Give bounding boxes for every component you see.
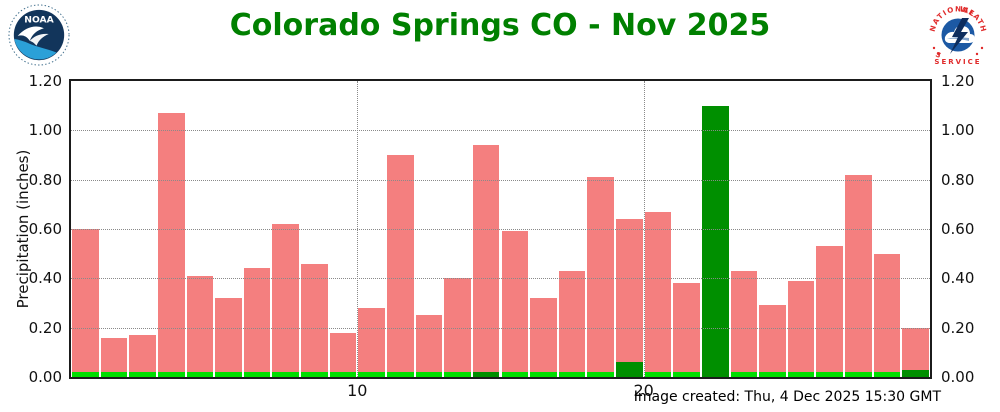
gridline-y-0.40 <box>71 278 930 280</box>
ytick-left-1.20: 1.20 <box>28 72 62 90</box>
salmon-bar-day-6 <box>215 298 242 377</box>
salmon-bar-day-9 <box>301 263 328 377</box>
salmon-bar-day-1 <box>72 229 99 377</box>
ytick-right-1.00: 1.00 <box>941 121 975 140</box>
ytick-right-0.00: 0.00 <box>941 368 975 386</box>
salmon-bar-day-8 <box>272 224 300 377</box>
ytick-right-1.20: 1.20 <box>941 72 975 90</box>
svg-text:S: S <box>934 51 943 61</box>
gridline-x-10 <box>357 81 359 377</box>
salmon-bar-day-19 <box>587 177 615 377</box>
bright_green-bar-day-2 <box>100 372 128 377</box>
bright_green-bar-day-28 <box>845 372 872 377</box>
bright_green-bar-day-17 <box>530 372 557 377</box>
nws-logo-icon: NATIONAL WEATHER S SERVICE <box>922 4 988 66</box>
bright_green-bar-day-10 <box>329 372 357 377</box>
salmon-bar-day-3 <box>129 335 156 377</box>
bright_green-bar-day-13 <box>415 372 443 377</box>
salmon-bar-day-7 <box>243 268 271 377</box>
salmon-bar-day-16 <box>501 231 529 377</box>
gridline-x-20 <box>643 81 645 377</box>
svg-text:SERVICE: SERVICE <box>934 58 981 66</box>
salmon-bar-day-25 <box>759 305 786 377</box>
salmon-bar-day-29 <box>873 253 901 377</box>
salmon-bar-day-20 <box>616 219 643 377</box>
bright_green-bar-day-8 <box>272 372 300 377</box>
ytick-left-0.60: 0.60 <box>28 220 62 238</box>
bright_green-bar-day-29 <box>873 372 901 377</box>
bright_green-bar-day-16 <box>501 372 529 377</box>
salmon-bar-day-15 <box>472 145 500 377</box>
bright_green-bar-day-4 <box>157 372 185 377</box>
salmon-bar-day-21 <box>644 211 672 377</box>
salmon-bar-day-10 <box>329 332 357 377</box>
ytick-left-0.40: 0.40 <box>28 269 62 288</box>
page-title: Colorado Springs CO - Nov 2025 <box>229 8 771 43</box>
salmon-bar-day-18 <box>558 270 586 377</box>
bright_green-bar-day-21 <box>644 372 672 377</box>
xtick-20: 20 <box>633 381 654 400</box>
bright_green-bar-day-24 <box>730 372 758 377</box>
noaa-logo-text: NOAA <box>24 14 54 25</box>
bright_green-bar-day-25 <box>759 372 786 377</box>
bright_green-bar-day-1 <box>72 372 99 377</box>
ytick-left-1.00: 1.00 <box>28 121 62 140</box>
salmon-bar-day-13 <box>415 315 443 377</box>
bright_green-bar-day-18 <box>558 372 586 377</box>
dark_green-bar-day-15 <box>472 372 500 377</box>
salmon-bar-day-4 <box>157 113 185 377</box>
bright_green-bar-day-9 <box>301 372 328 377</box>
dark_green-bar-day-30 <box>902 369 929 377</box>
bright_green-bar-day-6 <box>215 372 242 377</box>
noaa-logo-icon: NOAA <box>8 4 70 66</box>
salmon-bar-day-5 <box>186 275 214 377</box>
bright_green-bar-day-14 <box>444 372 471 377</box>
xtick-10: 10 <box>347 381 368 400</box>
gridline-y-1.00 <box>71 130 930 132</box>
salmon-bar-day-11 <box>358 307 385 377</box>
plot-inner <box>71 81 930 377</box>
bright_green-bar-day-26 <box>787 372 815 377</box>
image-created-note: Image created: Thu, 4 Dec 2025 15:30 GMT <box>633 389 941 405</box>
ytick-right-0.60: 0.60 <box>941 220 975 238</box>
dark_green-bar-day-23 <box>701 105 729 377</box>
salmon-bar-day-12 <box>386 155 414 377</box>
bright_green-bar-day-12 <box>386 372 414 377</box>
bright_green-bar-day-7 <box>243 372 271 377</box>
gridline-y-0.20 <box>71 327 930 329</box>
ytick-right-0.40: 0.40 <box>941 269 975 288</box>
salmon-bar-day-2 <box>100 337 128 377</box>
salmon-bar-day-17 <box>530 298 557 377</box>
bright_green-bar-day-19 <box>587 372 615 377</box>
ytick-left-0.20: 0.20 <box>28 318 62 337</box>
plot-area <box>69 79 932 379</box>
salmon-bar-day-22 <box>673 283 700 377</box>
ytick-right-0.80: 0.80 <box>941 170 975 189</box>
gridline-y-0.60 <box>71 229 930 230</box>
salmon-bar-day-28 <box>845 174 872 377</box>
bright_green-bar-day-11 <box>358 372 385 377</box>
salmon-bar-day-26 <box>787 280 815 377</box>
ytick-left-0.80: 0.80 <box>28 170 62 189</box>
salmon-bar-day-24 <box>730 270 758 377</box>
bright_green-bar-day-27 <box>816 372 844 377</box>
bright_green-bar-day-5 <box>186 372 214 377</box>
salmon-bar-day-30 <box>902 327 929 377</box>
bright_green-bar-day-22 <box>673 372 700 377</box>
salmon-bar-day-27 <box>816 246 844 377</box>
dark_green-bar-day-20 <box>616 362 643 377</box>
bright_green-bar-day-3 <box>129 372 156 377</box>
ytick-right-0.20: 0.20 <box>941 318 975 337</box>
ytick-left-0.00: 0.00 <box>28 368 62 386</box>
gridline-y-0.80 <box>71 179 930 181</box>
